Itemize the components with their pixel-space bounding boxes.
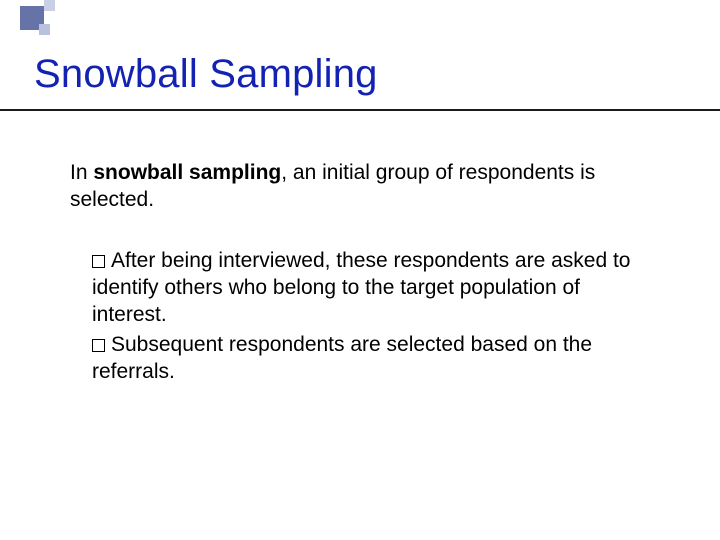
- square-bullet-icon: [92, 255, 105, 268]
- title-bar: Snowball Sampling: [0, 52, 720, 111]
- lead-paragraph: In snowball sampling, an initial group o…: [70, 160, 660, 214]
- bullet-text: Subsequent respondents are selected base…: [92, 333, 592, 383]
- bullet-list: After being interviewed, these responden…: [70, 248, 660, 386]
- square-bullet-icon: [92, 339, 105, 352]
- deco-small-square-b: [39, 24, 50, 35]
- slide-title: Snowball Sampling: [34, 52, 686, 97]
- list-item: Subsequent respondents are selected base…: [92, 332, 660, 386]
- lead-pre: In: [70, 161, 93, 184]
- slide-body: In snowball sampling, an initial group o…: [70, 160, 660, 390]
- lead-bold: snowball sampling: [93, 161, 281, 184]
- list-item: After being interviewed, these responden…: [92, 248, 660, 329]
- deco-small-square-a: [44, 0, 55, 11]
- corner-decoration: [0, 0, 130, 42]
- bullet-text: After being interviewed, these responden…: [92, 249, 630, 326]
